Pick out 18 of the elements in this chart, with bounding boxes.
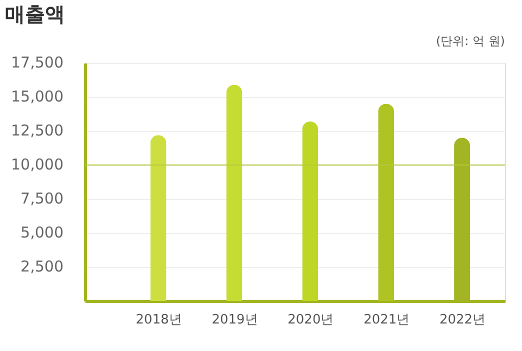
y-tick-label: 2,500 [20,258,64,276]
y-tick-label: 15,000 [11,88,64,106]
y-tick-label: 7,500 [20,190,64,208]
bar [302,121,318,301]
bar [150,135,166,301]
y-tick-label: 17,500 [11,54,64,72]
x-tick-label: 2021년 [364,312,410,328]
bar [378,104,394,301]
y-tick-label: 5,000 [20,224,64,242]
text: (단위: 억 원) [436,34,505,48]
x-tick-label: 2022년 [439,312,486,328]
x-tick-label: 2020년 [288,312,334,328]
x-tick-label: 2019년 [212,312,258,328]
chart-title: 매출액 [5,2,65,26]
bar [226,84,242,301]
y-tick-label: 12,500 [11,122,64,140]
x-tick-label: 2018년 [136,312,182,328]
y-tick-label: 10,000 [11,156,64,174]
